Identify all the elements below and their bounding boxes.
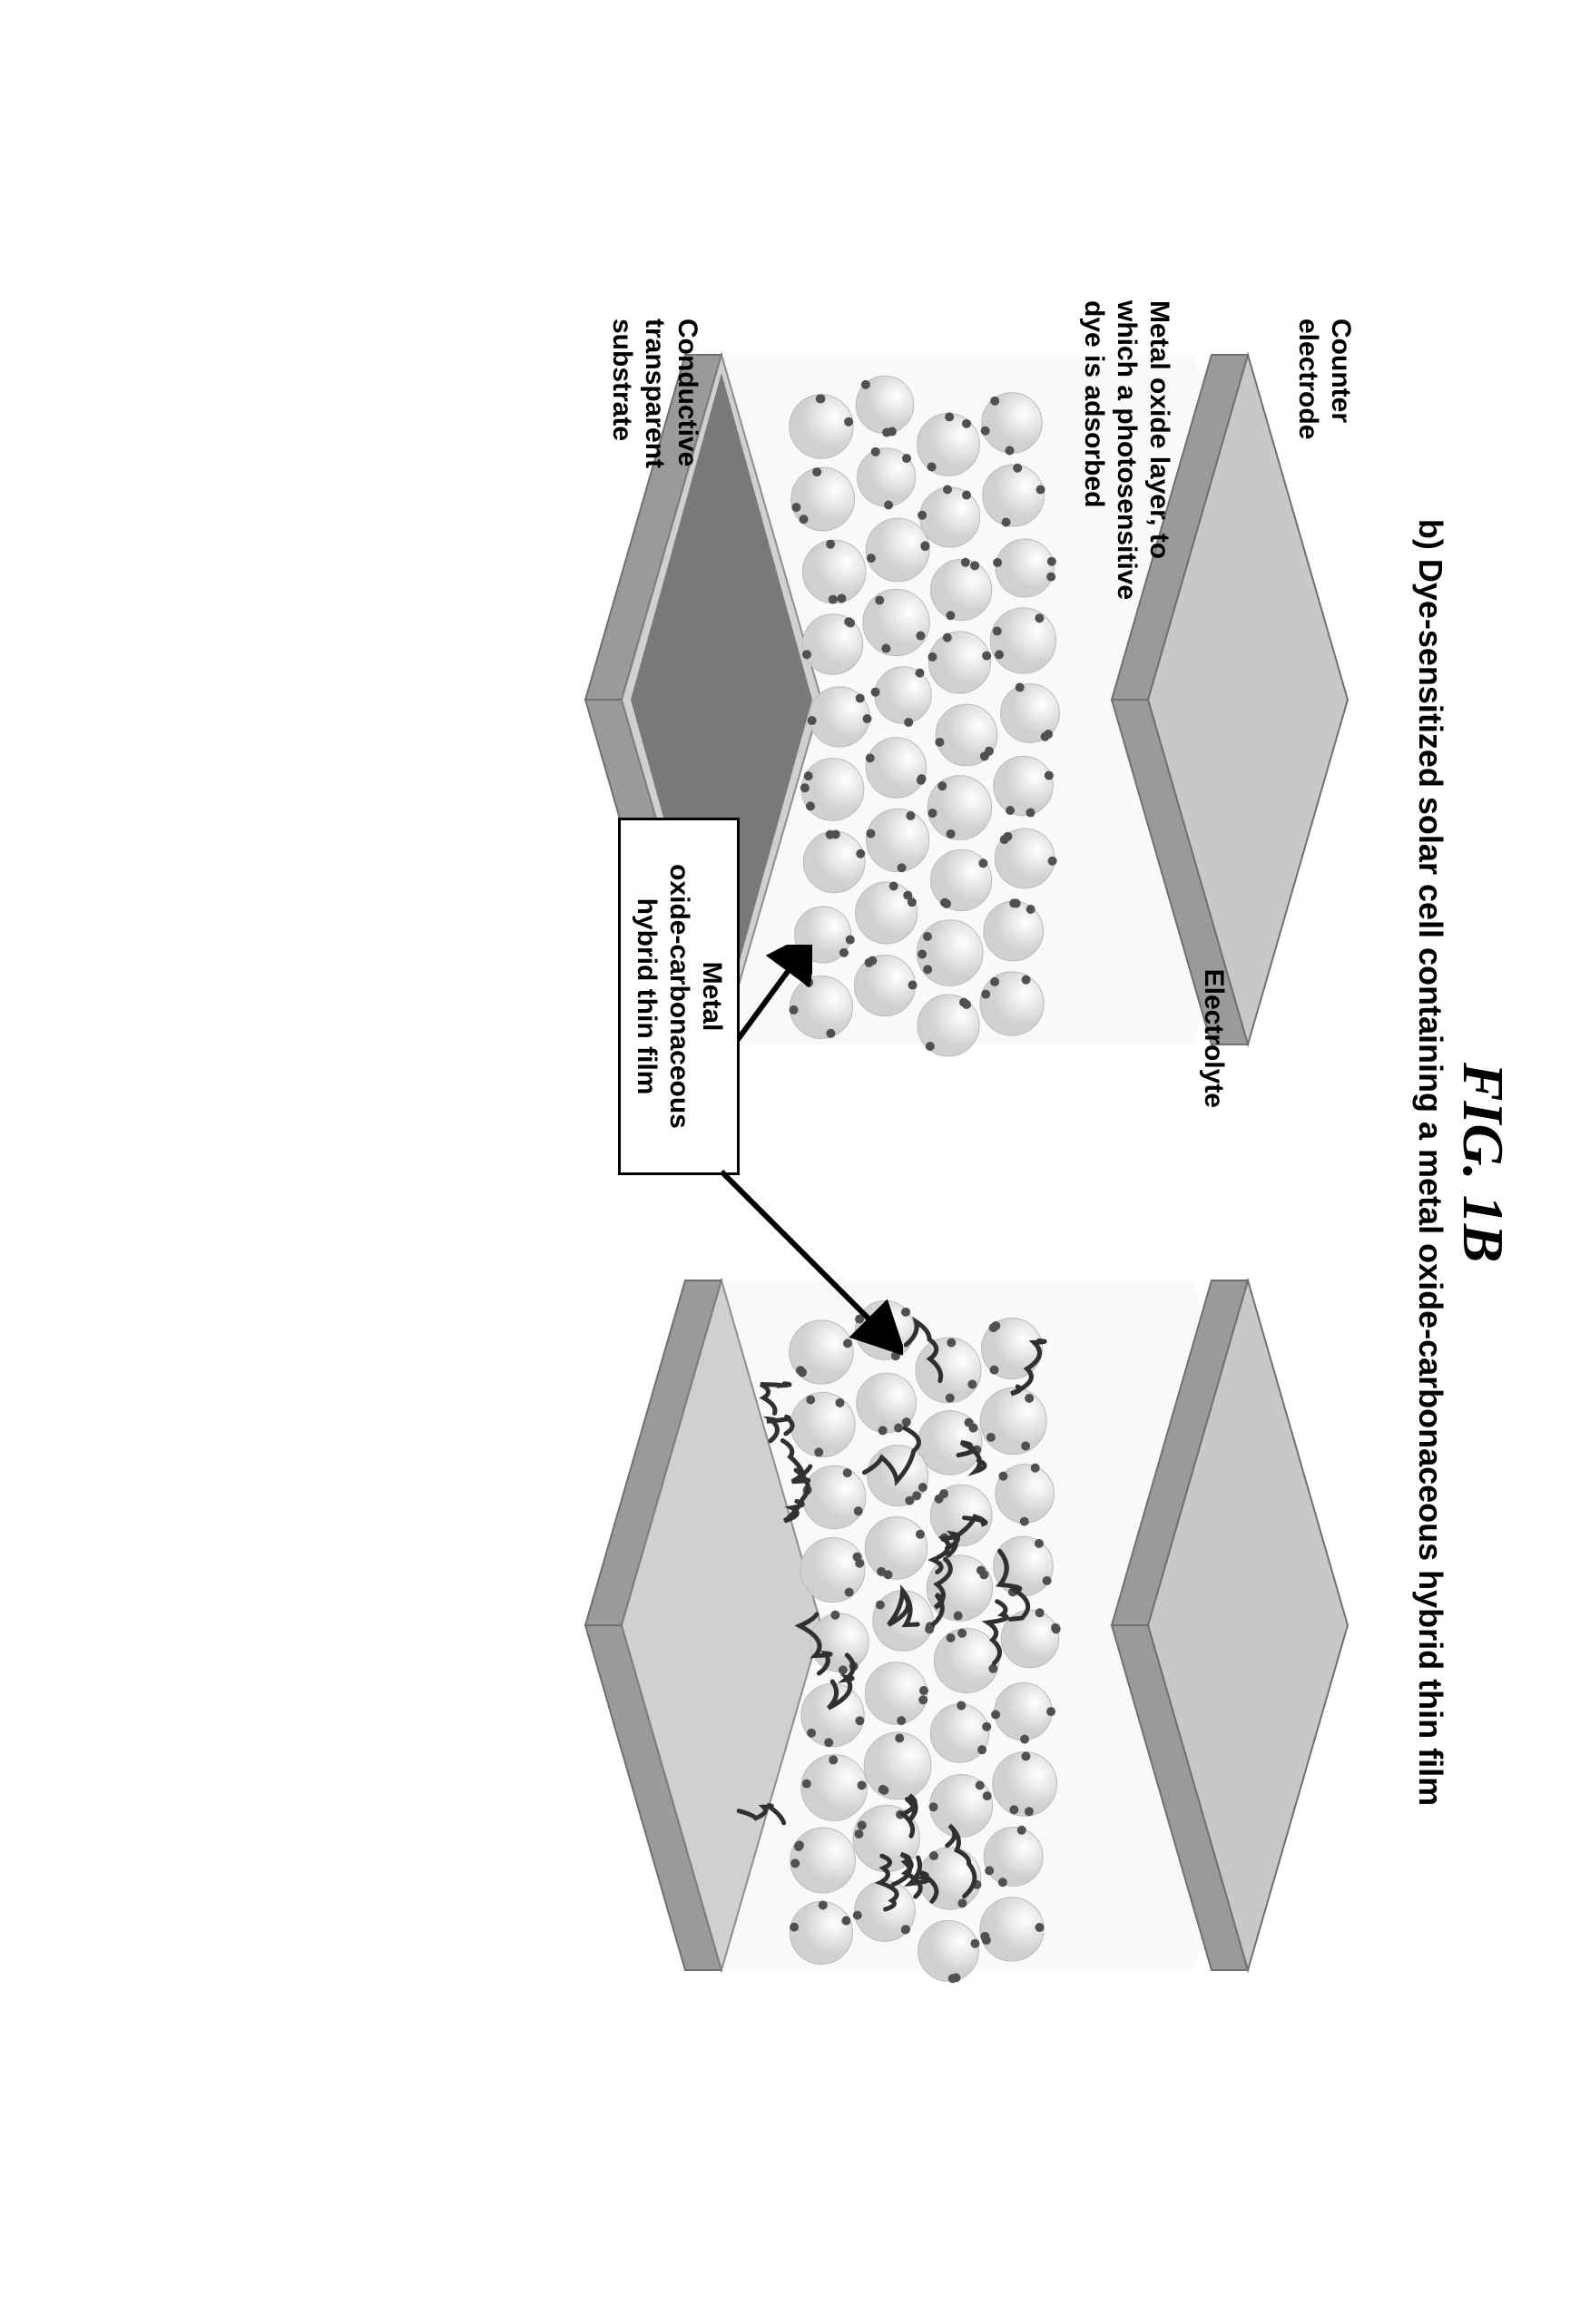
label-electrolyte: Electrolyte <box>1197 968 1230 1107</box>
label-conductive-substrate: Conductivetransparentsubstrate <box>605 319 703 468</box>
figure-title: FIG. 1B <box>1449 291 1516 2034</box>
dssc-right-diagram <box>540 1217 1357 2034</box>
panel-row: Counterelectrode Electrolyte Metal oxide… <box>540 291 1357 2034</box>
label-metal-oxide-layer: Metal oxide layer, towhich a photosensit… <box>1077 300 1175 600</box>
panel-right: Metaloxide-carbonaceoushybrid thin film <box>540 1217 1357 2034</box>
label-counter-electrode: Counterelectrode <box>1291 319 1357 439</box>
figure-subtitle: b) Dye-sensitized solar cell containing … <box>1411 291 1449 2034</box>
arrow-right-to-hybrid <box>703 1162 903 1362</box>
label-hybrid-film-box: Metaloxide-carbonaceoushybrid thin film <box>618 818 740 1175</box>
